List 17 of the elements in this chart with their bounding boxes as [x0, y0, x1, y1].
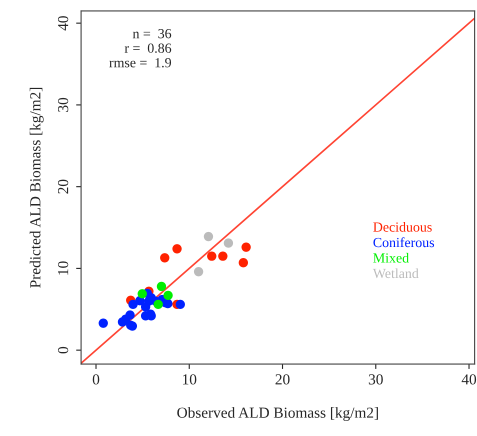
x-tick-label: 30 — [368, 374, 383, 385]
x-tick-label: 20 — [276, 374, 290, 385]
y-tick-label: 40 — [58, 16, 68, 31]
x-tick-label: 40 — [462, 374, 476, 385]
annotation: n = 36 r = 0.86 rmse = 1.9 — [109, 29, 172, 68]
x-tick-label: 0 — [92, 374, 100, 385]
y-tick-label: 0 — [58, 346, 68, 354]
y-axis-title: Predicted ALD Biomass [kg/m2] — [30, 88, 44, 288]
x-tick-label: 10 — [182, 374, 196, 385]
x-axis-title: Observed ALD Biomass [kg/m2] — [177, 407, 378, 421]
text: Coniferous — [373, 237, 434, 248]
text: Deciduous — [373, 222, 432, 232]
y-tick-label: 20 — [58, 180, 68, 194]
text: Wetland — [372, 268, 419, 278]
y-tick-label: 10 — [58, 261, 68, 275]
y-tick-label: 30 — [58, 98, 68, 112]
text: Mixed — [373, 252, 409, 263]
